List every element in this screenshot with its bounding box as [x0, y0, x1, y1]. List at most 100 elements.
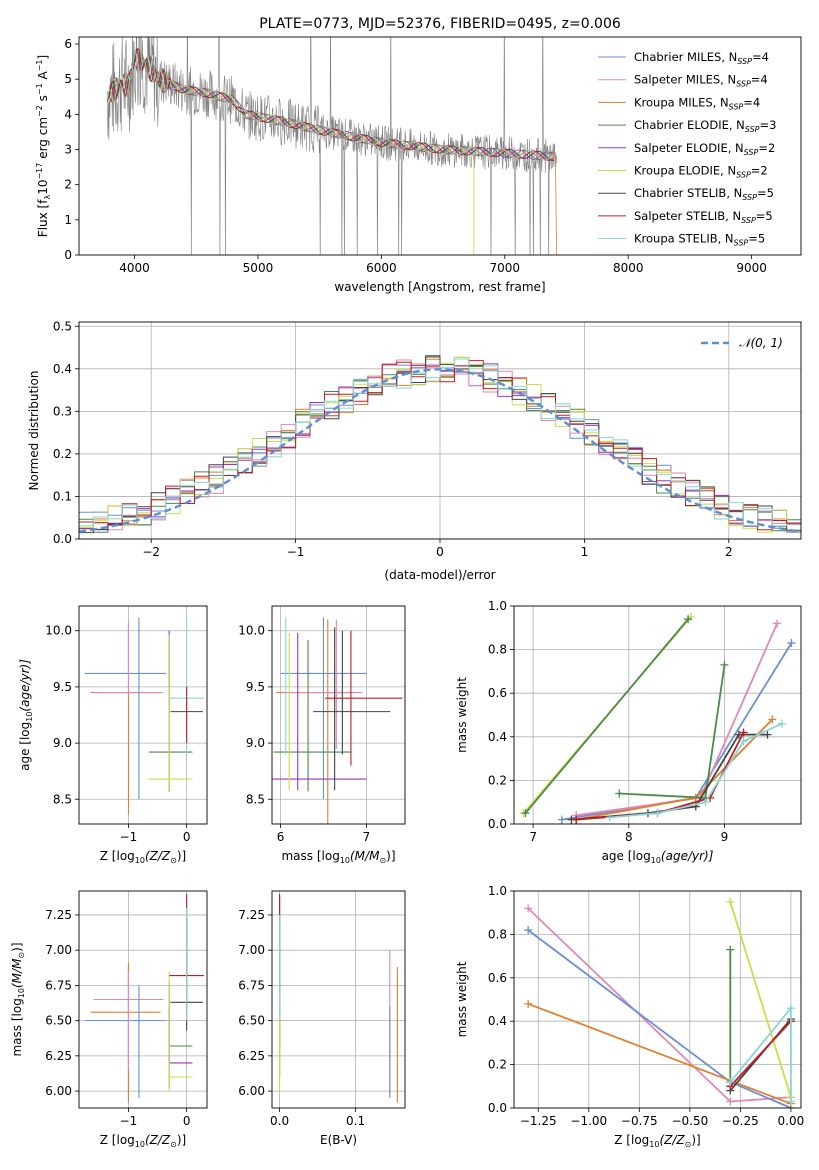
weight-marker: [768, 715, 777, 724]
weight-line: [576, 623, 778, 817]
age-vs-mass-plot-area: [272, 606, 405, 824]
model-spectrum: [107, 47, 554, 161]
y-tick-label: 10.0: [238, 624, 265, 638]
x-tick-label: −1: [120, 830, 138, 844]
y-tick-label: 7.25: [45, 908, 72, 922]
weight-line: [729, 1020, 792, 1087]
weight-marker: [786, 1004, 795, 1013]
weight-marker: [557, 815, 566, 824]
y-tick-label: 6.00: [45, 1084, 72, 1098]
y-tick-label: 0.4: [488, 1014, 507, 1028]
residual-histogram: [79, 358, 801, 527]
y-tick-label: 8.5: [53, 792, 72, 806]
spectrum-xlabel: wavelength [Angstrom, rest frame]: [334, 280, 545, 294]
weight-line: [571, 733, 768, 821]
weight-marker: [720, 660, 729, 669]
weight-line: [524, 618, 689, 814]
age-vs-Z-xlabel: Z [log10(Z/Z⊙)]: [100, 849, 186, 865]
weight-marker: [524, 904, 533, 913]
legend-entry: Chabrier ELODIE, NSSP=3: [634, 118, 776, 134]
x-tick-label: −2: [142, 545, 160, 559]
y-tick-label: 9.0: [246, 736, 265, 750]
weight-marker: [605, 813, 614, 822]
legend-entry: Chabrier MILES, NSSP=4: [634, 50, 769, 66]
legend-entry: Salpeter STELIB, NSSP=5: [634, 209, 773, 225]
y-tick-label: 6.00: [238, 1084, 265, 1098]
weight-vs-age-axes: 7 8 9 0.0 0.2 0.4 0.6 0.8 1.0 age [log10(age/yr)]…: [455, 599, 802, 865]
legend-entry: Salpeter ELODIE, NSSP=2: [634, 141, 775, 157]
y-tick-label: 1.0: [488, 884, 507, 898]
spectrum-axes: 4000 5000 6000 7000 8000 9000 0 1 2 3 4 5 6 PLATE=077…: [35, 16, 802, 294]
residuals-plot-area: [79, 322, 801, 539]
x-tick-label: 0.00: [778, 1114, 805, 1128]
x-tick-label: 7: [529, 830, 537, 844]
y-tick-label: 1: [64, 213, 72, 227]
x-tick-label: 7: [363, 830, 371, 844]
x-tick-label: 4000: [119, 261, 150, 275]
weight-marker: [726, 897, 735, 906]
x-tick-label: −0.75: [621, 1114, 658, 1128]
x-tick-label: 0.0: [270, 1114, 289, 1128]
weight-marker: [739, 728, 748, 737]
weight-vs-age-ylabel: mass weight: [455, 677, 469, 753]
y-tick-label: 0.5: [53, 319, 72, 333]
age-vs-mass-xlabel: mass [log10(M/M⊙)]: [281, 849, 395, 865]
observed-spectrum: [107, 37, 557, 255]
weight-marker: [521, 809, 530, 818]
x-tick-label: 0: [436, 545, 444, 559]
y-tick-label: 6.25: [45, 1049, 72, 1063]
weight-marker: [739, 737, 748, 746]
weight-marker: [684, 615, 693, 624]
spectrum-frame: [78, 36, 802, 256]
x-tick-label: 8000: [613, 261, 644, 275]
weight-marker: [787, 639, 796, 648]
y-tick-label: 6.75: [238, 978, 265, 992]
mass-vs-Z-axes: −1 0 6.00 6.25 6.50 6.75 7.00 7.25 Z [log10(Z/Z⊙…: [10, 890, 208, 1149]
legend-entry: 𝒩(0, 1): [739, 336, 783, 350]
legend-entry: Kroupa ELODIE, NSSP=2: [634, 164, 768, 180]
mass-vs-EBV-xlabel: E(B-V): [320, 1133, 357, 1147]
y-tick-label: 0.3: [53, 404, 72, 418]
x-tick-label: −1: [287, 545, 305, 559]
weight-marker: [726, 1077, 735, 1086]
y-tick-label: 8.5: [246, 792, 265, 806]
mass-vs-Z-xlabel: Z [log10(Z/Z⊙)]: [100, 1133, 186, 1149]
y-tick-label: 5: [64, 72, 72, 86]
weight-marker: [572, 815, 581, 824]
spectrum-legend: Chabrier MILES, NSSP=4 Salpeter MILES, NS…: [598, 50, 776, 248]
y-tick-label: 0.2: [488, 773, 507, 787]
y-tick-label: 0: [64, 248, 72, 262]
y-tick-label: 7.00: [45, 943, 72, 957]
y-tick-label: 0.0: [53, 532, 72, 546]
spectrum-plot-area: [107, 37, 557, 255]
weight-marker: [777, 719, 786, 728]
legend-entry: Salpeter MILES, NSSP=4: [634, 73, 768, 89]
age-vs-mass-axes: 6 7 8.5 9.0 9.5 10.0 mass [log10(M/M⊙)]: [238, 605, 406, 865]
mass-vs-EBV-plot-area: [272, 891, 405, 1108]
y-tick-label: 0.2: [53, 447, 72, 461]
y-tick-label: 6.50: [238, 1014, 265, 1028]
x-tick-label: −1: [120, 1114, 138, 1128]
weight-marker: [786, 1097, 795, 1106]
x-tick-label: −1.00: [570, 1114, 607, 1128]
weight-vs-age-plot-area: [514, 606, 801, 824]
weight-vs-age-frame: [513, 605, 802, 825]
y-tick-label: 6.25: [238, 1049, 265, 1063]
weight-marker: [763, 730, 772, 739]
mass-vs-Z-frame: [78, 890, 208, 1109]
x-tick-label: −1.25: [520, 1114, 557, 1128]
y-tick-label: 9.5: [53, 680, 72, 694]
weight-marker: [726, 1097, 735, 1106]
age-vs-Z-frame: [78, 605, 208, 825]
weight-line: [729, 901, 792, 1098]
x-tick-label: 6000: [366, 261, 397, 275]
residual-histogram: [79, 360, 801, 531]
legend-entry: Kroupa STELIB, NSSP=5: [634, 232, 765, 248]
x-tick-label: 6: [277, 830, 285, 844]
normal-curve: [79, 368, 799, 533]
mass-vs-Z-plot-area: [79, 891, 207, 1108]
spectrum-title: PLATE=0773, MJD=52376, FIBERID=0495, z=0…: [259, 16, 621, 32]
y-tick-label: 2: [64, 178, 72, 192]
x-tick-label: 7000: [490, 261, 521, 275]
